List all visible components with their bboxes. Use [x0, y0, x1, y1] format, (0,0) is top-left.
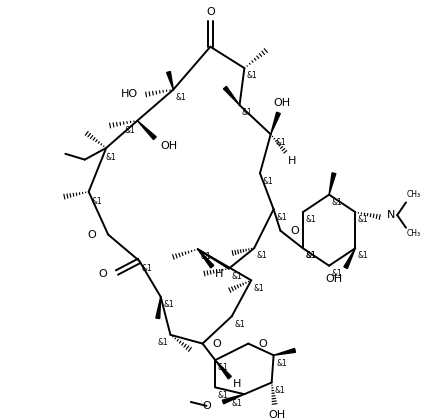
Text: &1: &1	[254, 283, 264, 293]
Text: &1: &1	[217, 391, 228, 400]
Polygon shape	[156, 297, 161, 319]
Text: CH₃: CH₃	[407, 229, 421, 238]
Polygon shape	[344, 248, 355, 268]
Text: &1: &1	[358, 215, 368, 224]
Polygon shape	[223, 87, 239, 105]
Text: &1: &1	[176, 93, 187, 102]
Polygon shape	[198, 249, 214, 268]
Text: &1: &1	[305, 252, 316, 260]
Text: &1: &1	[200, 252, 211, 261]
Text: &1: &1	[332, 269, 342, 278]
Text: &1: &1	[157, 338, 168, 347]
Text: &1: &1	[275, 138, 286, 147]
Text: &1: &1	[231, 400, 242, 408]
Text: &1: &1	[305, 252, 316, 260]
Text: OH: OH	[160, 141, 177, 151]
Text: HO: HO	[121, 89, 138, 99]
Text: &1: &1	[276, 359, 287, 367]
Polygon shape	[274, 349, 295, 355]
Text: &1: &1	[276, 212, 287, 222]
Text: &1: &1	[231, 272, 242, 281]
Text: &1: &1	[257, 252, 267, 260]
Text: &1: &1	[358, 252, 368, 260]
Polygon shape	[222, 394, 244, 404]
Text: H: H	[215, 270, 223, 280]
Text: OH: OH	[274, 98, 291, 108]
Text: &1: &1	[234, 320, 245, 329]
Text: H: H	[288, 155, 296, 166]
Text: O: O	[99, 270, 107, 280]
Text: OH: OH	[268, 410, 285, 418]
Text: O: O	[258, 339, 267, 349]
Text: &1: &1	[247, 71, 258, 80]
Text: &1: &1	[332, 198, 342, 207]
Text: CH₃: CH₃	[407, 190, 421, 199]
Text: O: O	[290, 226, 299, 236]
Text: &1: &1	[305, 215, 316, 224]
Text: &1: &1	[163, 300, 174, 309]
Polygon shape	[329, 173, 336, 195]
Text: &1: &1	[142, 264, 152, 273]
Text: &1: &1	[217, 363, 228, 372]
Text: &1: &1	[124, 126, 135, 135]
Text: O: O	[212, 339, 221, 349]
Text: &1: &1	[274, 386, 285, 395]
Text: &1: &1	[91, 197, 102, 206]
Polygon shape	[271, 112, 280, 134]
Text: N: N	[387, 210, 396, 220]
Polygon shape	[137, 121, 156, 140]
Text: OH: OH	[325, 274, 343, 284]
Text: H: H	[232, 380, 241, 390]
Text: O: O	[206, 7, 215, 17]
Text: &1: &1	[262, 176, 273, 186]
Text: O: O	[203, 401, 212, 411]
Polygon shape	[215, 360, 231, 379]
Text: &1: &1	[106, 153, 116, 162]
Text: O: O	[88, 229, 96, 240]
Polygon shape	[167, 71, 173, 89]
Text: &1: &1	[242, 108, 253, 117]
